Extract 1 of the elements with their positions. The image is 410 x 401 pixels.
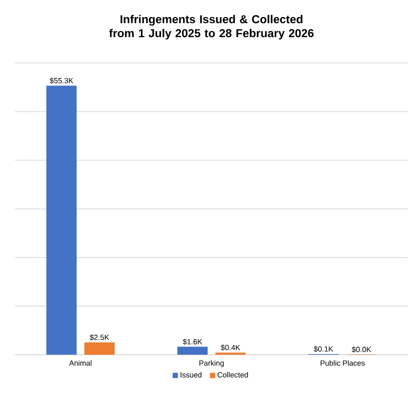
chart-title: Infringements Issued & Collected from 1 July 2025 to 28 February 2026 [109, 14, 314, 40]
